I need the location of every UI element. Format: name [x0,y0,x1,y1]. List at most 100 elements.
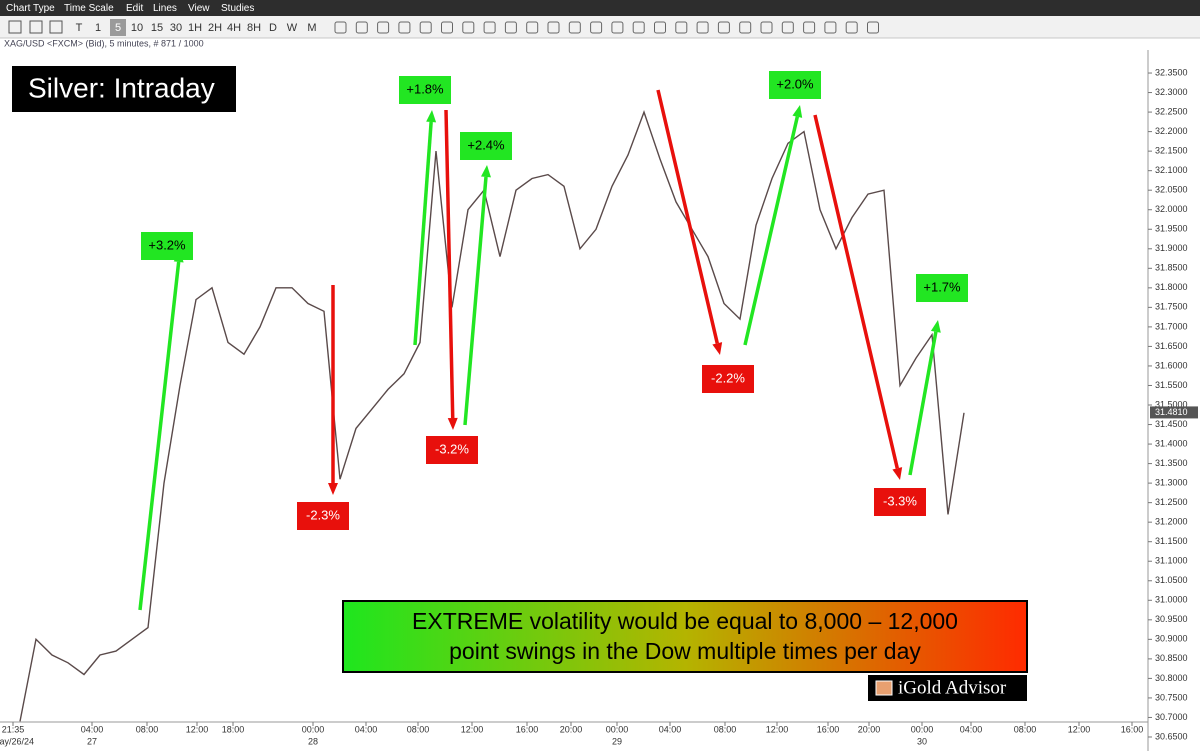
tool-icon[interactable] [717,21,730,34]
plot-area [19,110,965,722]
change-box [769,71,821,99]
trend-arrow [463,176,488,426]
x-tick-label: 12:00 [186,724,209,734]
menu-item[interactable]: Studies [221,3,254,14]
x-tick-label: 18:00 [222,724,245,734]
y-tick-label: 30.9500 [1155,614,1188,624]
toolbar-button[interactable]: D [269,22,277,34]
x-tick-label: 04:00 [659,724,682,734]
tool-icon[interactable] [29,20,43,34]
x-tick-label: 12:00 [461,724,484,734]
tool-icon[interactable] [739,21,752,34]
x-tick-label: 16:00 [817,724,840,734]
arrow-head [792,105,803,118]
y-tick-label: 31.5000 [1155,399,1188,409]
toolbar-button[interactable]: 15 [151,22,163,34]
x-date-label: 27 [87,736,97,746]
toolbar-button[interactable]: 2H [208,22,222,34]
change-label: -2.3% [306,507,340,522]
toolbar-button[interactable]: 30 [170,22,182,34]
tool-icon[interactable] [845,21,858,34]
x-tick-label: 21:35 [2,724,25,734]
tool-icon[interactable] [355,21,368,34]
toolbar-button[interactable]: 8H [247,22,261,34]
symbol-info: XAG/USD <FXCM> (Bid), 5 minutes, # 871 /… [4,38,204,48]
toolbar-button[interactable]: 5 [115,22,121,34]
tool-icon[interactable] [696,21,709,34]
x-tick-label: 16:00 [1121,724,1144,734]
x-tick-label: 04:00 [960,724,983,734]
y-tick-label: 32.0000 [1155,204,1188,214]
x-tick-label: 08:00 [136,724,159,734]
tool-icon[interactable] [632,21,645,34]
price-line [19,110,965,722]
toolbar-button[interactable]: 10 [131,22,143,34]
tool-icon[interactable] [504,21,517,34]
tool-icon[interactable] [8,20,22,34]
x-tick-label: 00:00 [911,724,934,734]
tool-icon[interactable] [590,21,603,34]
toolbar-button[interactable]: 4H [227,22,241,34]
tool-icon[interactable] [483,21,496,34]
tool-icon[interactable] [441,21,453,34]
note-line: EXTREME volatility would be equal to 8,0… [412,608,958,634]
menu-item[interactable]: Edit [126,3,143,14]
chart-title: Silver: Intraday [28,72,215,103]
y-tick-label: 32.3500 [1155,67,1188,77]
tool-icon[interactable] [462,21,475,34]
y-tick-label: 31.0000 [1155,595,1188,605]
selected-button [110,19,126,36]
toolbar-button[interactable]: 1H [188,22,202,34]
tool-icon[interactable] [49,20,63,34]
y-tick-label: 31.8000 [1155,282,1188,292]
y-tick-label: 32.2500 [1155,106,1188,116]
brand-box [868,675,1027,701]
x-date-label: May/26/24 [0,736,34,746]
tool-icon[interactable] [803,21,816,34]
menu-item[interactable]: View [188,3,210,14]
tool-icon[interactable] [334,21,347,34]
arrow-head [447,417,458,430]
toolbar-button[interactable]: W [287,22,298,34]
tool-icon[interactable] [824,21,837,34]
y-tick-label: 31.7000 [1155,321,1188,331]
y-tick-label: 31.5500 [1155,380,1188,390]
change-label: +1.7% [923,279,961,294]
change-label: -2.2% [711,370,745,385]
tool-icon[interactable] [675,21,688,34]
y-tick-label: 32.0500 [1155,185,1188,195]
tool-icon[interactable] [867,21,879,34]
toolbar-button[interactable]: T [76,22,83,34]
change-label: +2.0% [776,76,814,91]
y-tick-label: 32.2000 [1155,126,1188,136]
change-box [297,502,349,530]
y-tick-label: 31.3000 [1155,477,1188,487]
tool-icon[interactable] [377,21,390,34]
menu-item[interactable]: Time Scale [64,3,114,14]
title-box [12,66,236,112]
tool-icon[interactable] [760,21,773,34]
tool-icon[interactable] [568,21,581,34]
tool-icon[interactable] [419,21,432,34]
tool-icon[interactable] [526,21,539,34]
menu-item[interactable]: Chart Type [6,3,55,14]
x-tick-label: 00:00 [606,724,629,734]
tool-icon[interactable] [611,21,624,34]
tool-icon[interactable] [654,21,666,34]
tool-icon[interactable] [781,21,794,34]
menu-item[interactable]: Lines [153,3,177,14]
menu-bar [0,0,1200,16]
toolbar-button[interactable]: M [307,22,316,34]
trend-arrow [656,89,719,344]
tool-icon[interactable] [398,21,411,34]
y-tick-label: 30.7500 [1155,692,1188,702]
change-label: +1.8% [406,81,444,96]
tool-icon[interactable] [547,21,560,34]
y-tick-label: 31.1000 [1155,556,1188,566]
trend-arrow [743,116,800,346]
last-price-marker [1150,406,1198,419]
y-tick-label: 30.6500 [1155,731,1188,741]
toolbar-button[interactable]: 1 [95,22,101,34]
annotations: Silver: Intraday EXTREME volatility woul… [12,66,1028,701]
